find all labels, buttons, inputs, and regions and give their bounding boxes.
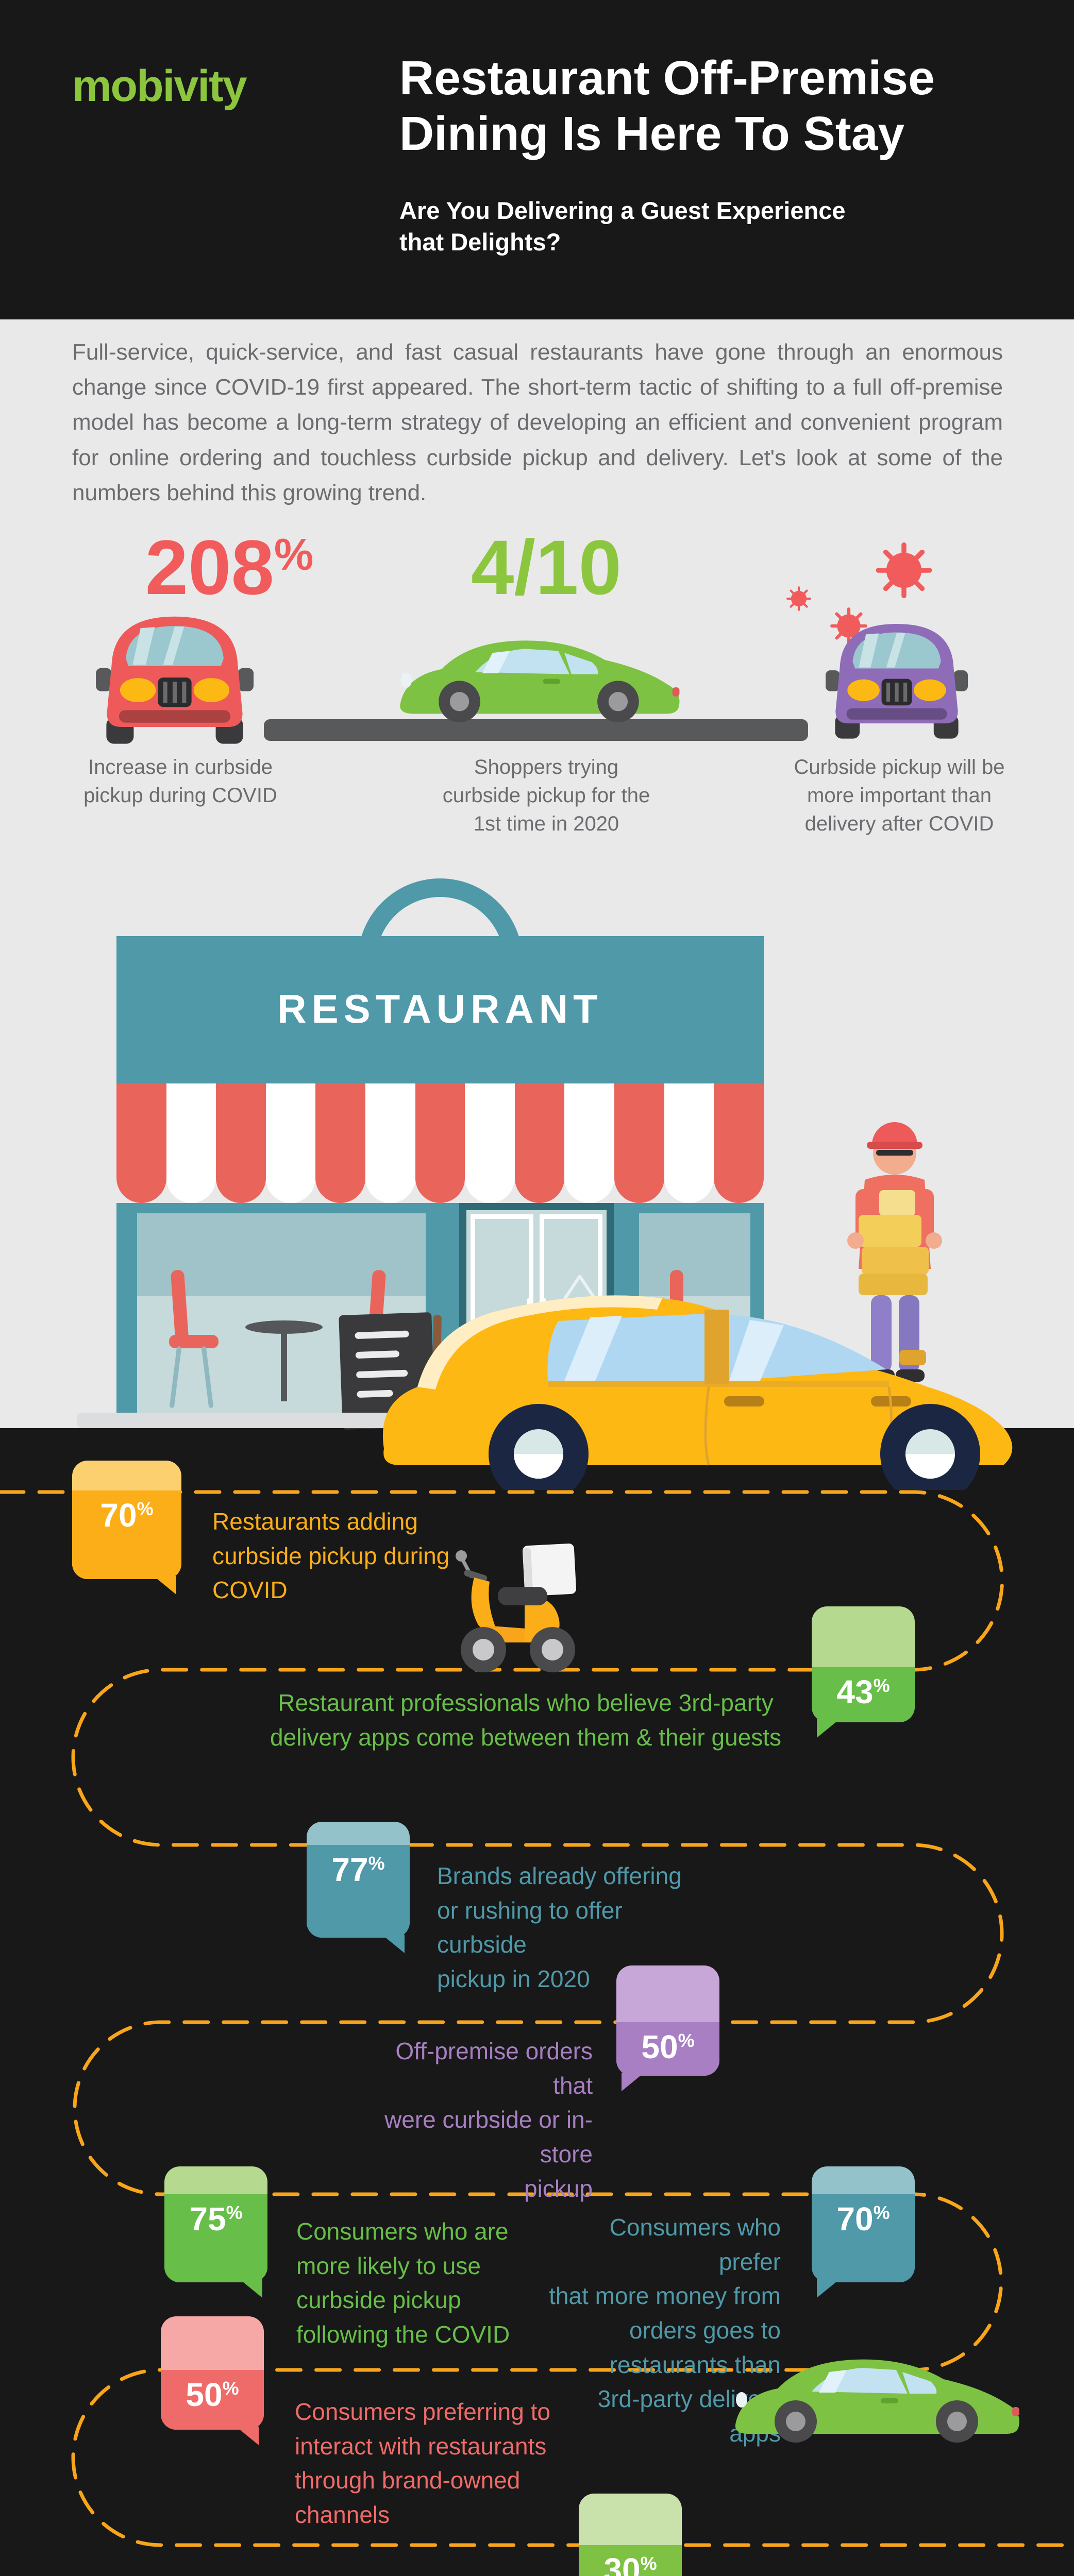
journey-stat-43-delivery-apps: 43% bbox=[812, 1606, 915, 1738]
stat-208: 208% bbox=[119, 529, 340, 606]
interior-wall bbox=[639, 1213, 750, 1296]
bubble-value: 70% bbox=[100, 1497, 154, 1534]
journey-stat-77-brands: 77% bbox=[307, 1822, 410, 1953]
stat-4-10-label: Shoppers trying curbside pickup for the … bbox=[442, 756, 650, 836]
bubble-tail bbox=[817, 2279, 840, 2298]
journey-label-5: Consumers who prefer that more money fro… bbox=[549, 2214, 781, 2447]
journey-stat-70-curbside: 70% bbox=[72, 1461, 181, 1595]
mobivity-logo: mobivity bbox=[72, 61, 247, 111]
bubble-value: 50% bbox=[641, 2028, 695, 2065]
page-title: Restaurant Off-Premise Dining Is Here To… bbox=[399, 51, 935, 160]
journey-stat-75-consumers: 75% bbox=[164, 2166, 267, 2298]
bubble-body-dark bbox=[307, 1845, 410, 1938]
bubble-body-dark bbox=[72, 1490, 181, 1579]
chair-leg bbox=[169, 1346, 182, 1409]
red-car-front-icon bbox=[96, 607, 254, 744]
bubble-tail bbox=[240, 2279, 262, 2298]
virus-icon bbox=[785, 585, 812, 612]
bubble-tail bbox=[622, 2073, 644, 2091]
bubble-body-dark bbox=[616, 2022, 719, 2076]
awning-stripe bbox=[315, 1083, 366, 1203]
intro-paragraph: Full-service, quick-service, and fast ca… bbox=[72, 340, 1003, 505]
stat-4-10-value: 4/10 bbox=[471, 524, 622, 611]
bubble-body-dark bbox=[164, 2194, 267, 2282]
storefront-facade bbox=[116, 936, 764, 1084]
journey-label-2: Brands already offering or rushing to of… bbox=[437, 1862, 682, 1993]
yellow-car-illustration bbox=[382, 1295, 1013, 1490]
stat-virus-label: Curbside pickup will be more important t… bbox=[794, 756, 1005, 836]
journey-label-7: Average 3rd-party delivery fee charged t… bbox=[715, 2568, 983, 2576]
journey-label-3: Off-premise orders that were curbside or… bbox=[384, 2038, 593, 2202]
bubble-body-dark bbox=[812, 1667, 915, 1722]
journey-stat-70-more-money: 70% bbox=[812, 2166, 915, 2298]
awning-stripe bbox=[514, 1083, 565, 1203]
chair bbox=[169, 1335, 219, 1348]
bubble-tail bbox=[817, 1719, 840, 1738]
bubble-body-dark bbox=[161, 2370, 264, 2430]
bubble-body-dark bbox=[579, 2545, 682, 2576]
storefront-sign: RESTAURANT bbox=[277, 986, 603, 1031]
awning-stripe bbox=[116, 1083, 166, 1203]
bubble-value: 50% bbox=[186, 2376, 239, 2413]
awning-stripe bbox=[564, 1083, 615, 1203]
journey-label-6: Consumers preferring to interact with re… bbox=[295, 2398, 550, 2529]
green-car-side-icon bbox=[391, 631, 685, 724]
awning-stripe bbox=[614, 1083, 664, 1203]
awning-stripe bbox=[216, 1083, 266, 1203]
journey-stat-50-brand-owned: 50% bbox=[161, 2316, 264, 2445]
delivery-scooter-icon bbox=[456, 1543, 576, 1672]
awning-stripe bbox=[415, 1083, 465, 1203]
bubble-value: 77% bbox=[331, 1851, 385, 1888]
green-car-side-icon bbox=[726, 2344, 1025, 2450]
page-subtitle: Are You Delivering a Guest Experience th… bbox=[399, 197, 846, 256]
awning-stripe bbox=[365, 1083, 415, 1203]
bubble-tail bbox=[236, 2427, 259, 2445]
journey-stat-50-off-premise: 50% bbox=[616, 1965, 719, 2091]
bubble-value: 30% bbox=[603, 2551, 657, 2576]
awning-stripe bbox=[465, 1083, 515, 1203]
journey-stat-30-delivery-fee: 30% bbox=[579, 2494, 682, 2576]
stat-4-10: 4/10 bbox=[454, 529, 639, 606]
purple-car-front-icon bbox=[826, 610, 968, 744]
stat-208-percent: % bbox=[274, 530, 314, 580]
road-bar bbox=[264, 719, 808, 741]
journey-label-1: Restaurant professionals who believe 3rd… bbox=[270, 1689, 782, 1751]
bubble-tail bbox=[382, 1935, 405, 1953]
awning-stripe bbox=[664, 1083, 714, 1203]
journey-label-0: Restaurants adding curbside pickup durin… bbox=[212, 1508, 450, 1604]
journey-path bbox=[0, 1490, 1074, 2547]
stat-208-label: Increase in curbside pickup during COVID bbox=[83, 756, 277, 807]
storefront-awning bbox=[116, 1083, 764, 1203]
bubble-value: 70% bbox=[836, 2200, 890, 2238]
virus-icon bbox=[874, 540, 934, 601]
bubble-value: 75% bbox=[189, 2200, 243, 2238]
table-pole bbox=[281, 1329, 287, 1401]
stat-208-value: 208 bbox=[145, 524, 274, 611]
bubble-tail bbox=[154, 1576, 176, 1595]
awning-stripe bbox=[265, 1083, 316, 1203]
awning-stripe bbox=[166, 1083, 216, 1203]
awning-stripe bbox=[714, 1083, 764, 1203]
chair-leg bbox=[201, 1346, 214, 1409]
bubble-value: 43% bbox=[836, 1673, 890, 1710]
header-background bbox=[0, 0, 1074, 319]
bubble-body-dark bbox=[812, 2194, 915, 2282]
journey-label-4: Consumers who are more likely to use cur… bbox=[296, 2218, 510, 2348]
